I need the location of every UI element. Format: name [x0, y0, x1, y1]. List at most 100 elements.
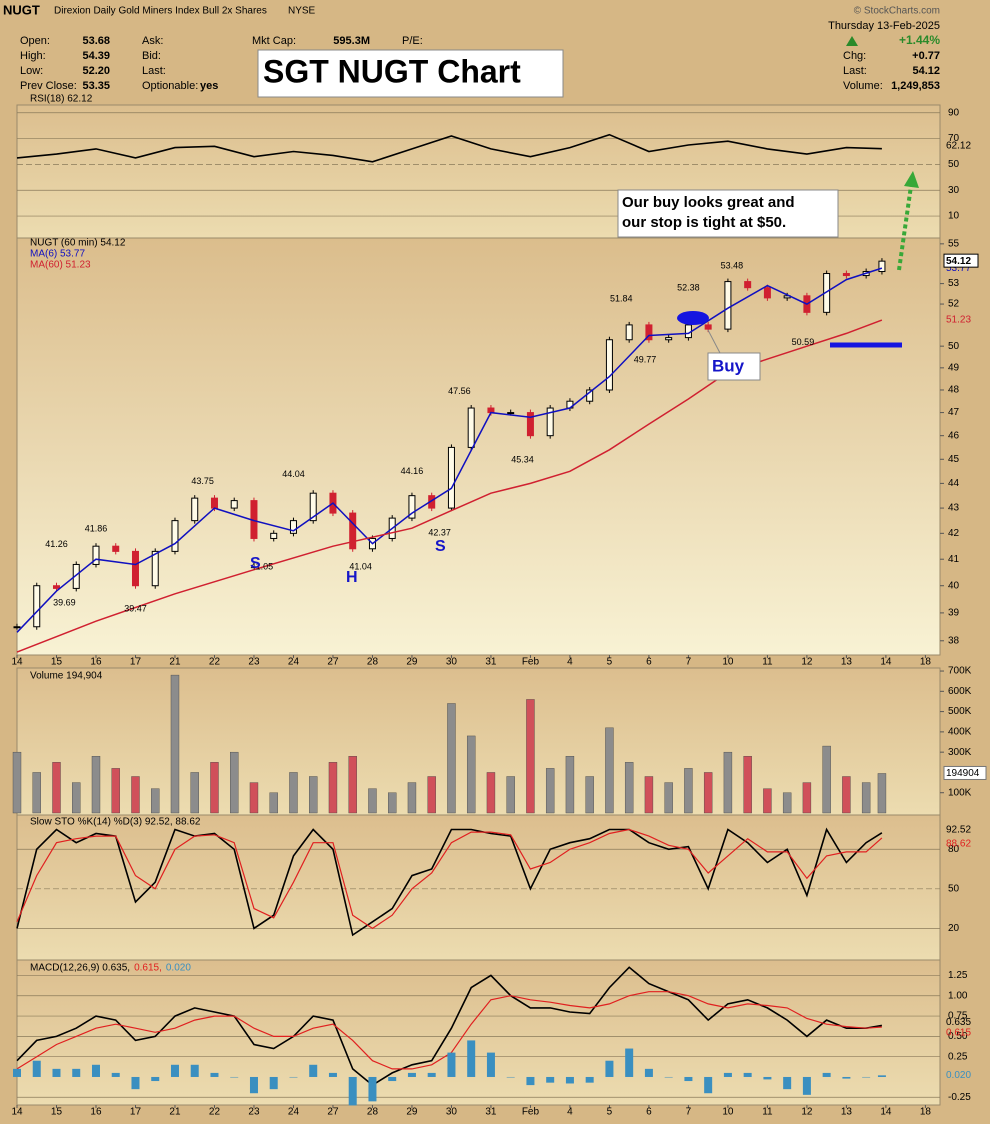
price-label: 51.84 — [610, 294, 633, 304]
y-tick-label: 500K — [948, 706, 972, 717]
histogram-bar — [170, 1064, 179, 1077]
histogram-bar — [526, 1076, 535, 1086]
label: Bid: — [142, 50, 161, 62]
candle — [13, 626, 21, 629]
candle — [72, 563, 80, 589]
volume-bar — [486, 772, 496, 814]
panel: 38 39 40 41 42 43 44 45 46 47 48 49 50 52 53 55 53.77 51.… — [13, 238, 979, 653]
label: Optionable: — [142, 80, 198, 92]
y-tick-label: 47 — [948, 407, 960, 418]
price-label: 47.56 — [448, 386, 471, 396]
x-tick-label: 14 — [880, 1107, 892, 1118]
volume-bar — [545, 768, 555, 814]
volume-bar — [763, 788, 772, 814]
histogram-bar — [151, 1076, 160, 1082]
x-tick-label: 21 — [169, 657, 181, 668]
volume-bar — [506, 776, 515, 814]
x-tick-label: 27 — [327, 657, 339, 668]
value: 54.39 — [82, 50, 110, 62]
panel: 100K 300K 400K 500K 600K 700K 194904 Volume 194… — [12, 666, 987, 814]
volume-bar — [644, 776, 654, 814]
volume-bar — [802, 782, 812, 814]
volume-bar — [407, 782, 417, 814]
x-tick-label: 12 — [801, 1107, 813, 1118]
volume-bar — [723, 751, 733, 814]
y-tick-label: 400K — [948, 727, 972, 738]
y-tick-label: 20 — [948, 923, 960, 934]
histogram-bar — [862, 1076, 871, 1078]
candle — [645, 324, 653, 341]
legend: Slow STO %K(14) %D(3) 92.52, 88.62 — [30, 817, 201, 828]
label: P/E: — [402, 35, 423, 47]
buy-marker — [677, 311, 709, 325]
pattern-label: S — [250, 555, 261, 572]
x-tick-label: 23 — [248, 657, 260, 668]
x-tick-label: 29 — [406, 1107, 418, 1118]
last-value: 0.635 — [946, 1017, 971, 1028]
volume-bar — [565, 756, 575, 814]
up-arrow — [846, 36, 858, 46]
volume-bar — [388, 792, 397, 814]
histogram-bar — [52, 1068, 61, 1077]
y-tick-label: 38 — [948, 635, 960, 646]
histogram-bar — [605, 1060, 614, 1077]
last-value: 92.52 — [946, 824, 971, 835]
y-tick-label: 1.25 — [948, 970, 968, 981]
x-tick-label: 24 — [288, 657, 300, 668]
histogram-bar — [13, 1068, 21, 1077]
candle — [270, 532, 278, 539]
histogram-bar — [32, 1060, 41, 1077]
x-tick-label: 6 — [646, 1107, 652, 1118]
histogram-bar — [743, 1072, 752, 1077]
candle — [744, 281, 752, 289]
x-tick-label: 29 — [406, 657, 418, 668]
y-tick-label: 44 — [948, 478, 960, 489]
volume-bar — [684, 768, 693, 814]
volume-bar — [743, 756, 752, 814]
volume-bar — [861, 782, 871, 814]
label: Ask: — [142, 35, 163, 47]
candle — [289, 520, 297, 534]
y-tick-label: 53 — [948, 278, 960, 289]
histogram-bar — [585, 1076, 594, 1083]
candle — [665, 337, 673, 341]
volume-bar — [447, 703, 456, 814]
y-tick-label: 80 — [948, 844, 960, 855]
volume-bar — [151, 788, 160, 814]
histogram-bar — [210, 1072, 219, 1077]
x-tick-label: 31 — [485, 1107, 497, 1118]
buy-pointer — [707, 329, 721, 354]
y-tick-label: 43 — [948, 503, 960, 514]
credit: © StockCharts.com — [854, 6, 940, 17]
histogram-bar — [348, 1076, 357, 1106]
candle — [526, 412, 534, 437]
note-box — [617, 189, 839, 238]
histogram-bar — [190, 1064, 199, 1077]
candle — [724, 281, 732, 330]
y-tick-label: 30 — [948, 185, 960, 196]
candle — [92, 545, 100, 565]
legend: 0.615, — [134, 963, 162, 974]
histogram-bar — [230, 1076, 239, 1078]
label: Chg: — [843, 50, 866, 62]
x-tick-label: 7 — [686, 1107, 692, 1118]
arrow-head — [904, 171, 919, 188]
title-box — [257, 49, 564, 98]
x-tick-label: 30 — [446, 1107, 458, 1118]
histogram-bar — [289, 1076, 298, 1078]
y-tick-label: 39 — [948, 608, 960, 619]
candle — [625, 324, 633, 341]
price-panel — [16, 237, 941, 656]
x-tick-label: 15 — [51, 1107, 63, 1118]
label: Prev Close: — [20, 80, 77, 92]
y-tick-label: 0.75 — [948, 1011, 968, 1022]
candle — [230, 500, 238, 509]
series-line — [16, 991, 882, 1070]
pct: +1.44% — [899, 33, 940, 47]
x-tick-label: 10 — [722, 1107, 734, 1118]
volume-bar — [12, 751, 22, 814]
title: SGT NUGT Chart — [263, 53, 521, 89]
x-tick-label: 5 — [607, 657, 613, 668]
x-tick-label: 4 — [567, 1107, 573, 1118]
